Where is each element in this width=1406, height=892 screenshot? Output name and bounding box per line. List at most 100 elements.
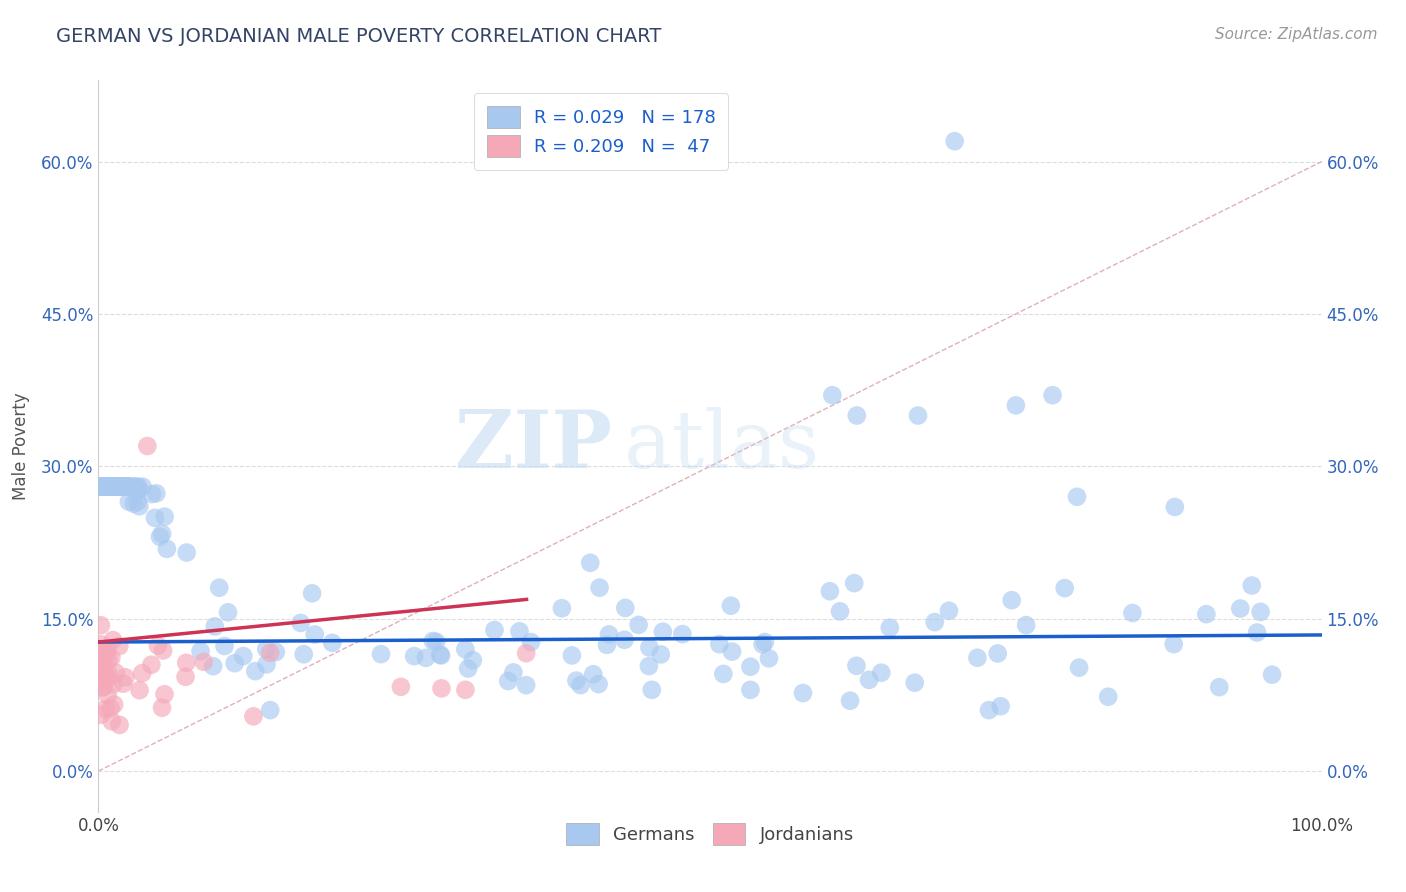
Point xyxy=(93,680,115,694)
Point xyxy=(97,665,120,680)
Point xyxy=(256,657,278,672)
Point xyxy=(828,604,851,618)
Point xyxy=(404,649,426,664)
Point xyxy=(96,642,118,657)
Point xyxy=(430,681,453,696)
Point xyxy=(641,682,664,697)
Point xyxy=(551,601,574,615)
Point xyxy=(108,480,131,494)
Point xyxy=(97,672,120,686)
Point xyxy=(127,494,149,508)
Point xyxy=(136,439,159,453)
Point xyxy=(389,680,412,694)
Point xyxy=(100,651,122,665)
Point xyxy=(118,480,141,494)
Point xyxy=(740,682,762,697)
Point xyxy=(818,584,841,599)
Y-axis label: Male Poverty: Male Poverty xyxy=(11,392,30,500)
Point xyxy=(613,632,636,647)
Point xyxy=(1240,578,1263,592)
Point xyxy=(117,480,139,494)
Point xyxy=(264,645,287,659)
Point xyxy=(1195,607,1218,622)
Point xyxy=(128,683,150,698)
Point xyxy=(112,480,135,494)
Point xyxy=(709,637,731,651)
Point xyxy=(100,480,122,494)
Point xyxy=(758,651,780,665)
Point xyxy=(127,482,149,496)
Point xyxy=(1261,667,1284,681)
Point xyxy=(204,619,226,633)
Point xyxy=(145,486,167,500)
Point xyxy=(242,709,264,723)
Point xyxy=(943,134,966,148)
Point xyxy=(93,480,115,494)
Point xyxy=(124,480,146,494)
Point xyxy=(290,615,312,630)
Point xyxy=(94,667,117,681)
Point xyxy=(101,714,124,729)
Point xyxy=(422,634,444,648)
Point xyxy=(259,703,281,717)
Point xyxy=(96,480,118,494)
Point xyxy=(304,627,326,641)
Point xyxy=(751,637,773,651)
Point xyxy=(484,623,506,637)
Point xyxy=(90,664,112,678)
Point xyxy=(651,624,673,639)
Point xyxy=(176,545,198,559)
Point xyxy=(128,500,150,514)
Point xyxy=(98,480,121,494)
Point xyxy=(720,599,742,613)
Point xyxy=(121,480,143,494)
Point xyxy=(131,480,153,494)
Point xyxy=(97,689,120,703)
Point xyxy=(90,480,112,494)
Point xyxy=(588,581,610,595)
Point xyxy=(259,646,281,660)
Point xyxy=(111,480,134,494)
Point xyxy=(224,656,246,670)
Point xyxy=(301,586,323,600)
Point xyxy=(94,702,117,716)
Point xyxy=(97,652,120,666)
Point xyxy=(93,480,115,494)
Point xyxy=(98,480,121,494)
Point xyxy=(1229,601,1251,615)
Point xyxy=(146,639,169,653)
Point xyxy=(858,673,880,687)
Point xyxy=(127,483,149,498)
Point xyxy=(127,480,149,494)
Point xyxy=(104,480,127,494)
Point xyxy=(108,480,131,494)
Point xyxy=(870,665,893,680)
Point xyxy=(114,480,136,494)
Point xyxy=(98,480,121,494)
Point xyxy=(520,635,543,649)
Point xyxy=(202,659,225,673)
Point xyxy=(977,703,1000,717)
Point xyxy=(454,642,477,657)
Point xyxy=(108,718,131,732)
Text: GERMAN VS JORDANIAN MALE POVERTY CORRELATION CHART: GERMAN VS JORDANIAN MALE POVERTY CORRELA… xyxy=(56,27,662,45)
Point xyxy=(193,655,215,669)
Point xyxy=(103,677,125,691)
Point xyxy=(104,480,127,494)
Legend: Germans, Jordanians: Germans, Jordanians xyxy=(557,814,863,854)
Point xyxy=(121,482,143,496)
Point xyxy=(990,699,1012,714)
Point xyxy=(118,494,141,508)
Point xyxy=(117,480,139,494)
Point xyxy=(821,388,844,402)
Point xyxy=(1163,637,1185,651)
Point xyxy=(515,646,537,660)
Point xyxy=(627,618,650,632)
Point xyxy=(924,615,946,629)
Point xyxy=(103,480,125,494)
Point xyxy=(429,648,451,662)
Point xyxy=(153,687,176,701)
Point xyxy=(117,480,139,494)
Point xyxy=(110,480,132,494)
Point xyxy=(93,480,115,494)
